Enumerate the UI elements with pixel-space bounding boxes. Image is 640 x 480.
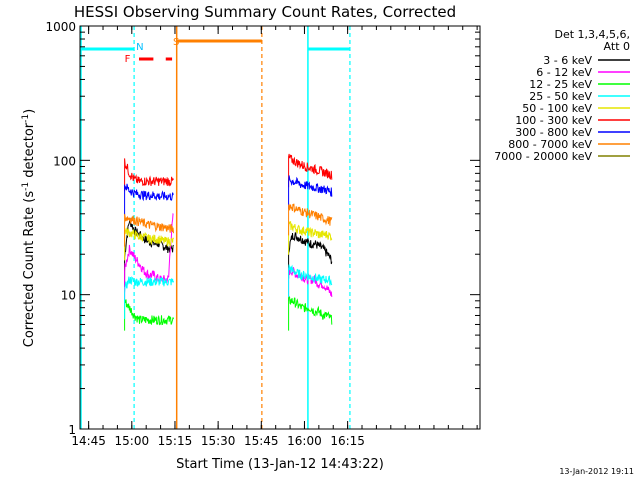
y-axis-label: Corrected Count Rate (s-1 detector-1) — [21, 109, 37, 347]
x-tick-label-2: 15:15 — [158, 434, 193, 448]
y-axis-label-part2: detector — [22, 122, 37, 182]
series-line-3-seg-1 — [288, 264, 333, 297]
y-axis-label-part3: ) — [22, 109, 37, 114]
x-tick-label-5: 16:00 — [287, 434, 322, 448]
y-axis-label-part1: Corrected Count Rate (s — [22, 191, 37, 348]
legend-label-4: 50 - 100 keV — [522, 102, 592, 115]
flag-label-s: S — [173, 37, 179, 48]
legend-label-7: 800 - 7000 keV — [508, 138, 592, 151]
x-tick-label-0: 14:45 — [71, 434, 106, 448]
y-tick-label-0: 1 — [68, 423, 76, 437]
series-line-4-seg-0 — [124, 227, 174, 261]
axes: 14:45 15:00 15:15 15:30 15:45 16:00 16:15 1 10 10… — [45, 20, 480, 448]
series-line-6-seg-1 — [288, 175, 333, 210]
x-tick-label-6: 16:15 — [330, 434, 365, 448]
footer-date: 13-Jan-2012 19:11 — [559, 467, 634, 476]
series-line-2-seg-0 — [124, 299, 174, 331]
x-axis-label: Start Time (13-Jan-12 14:43:22) — [176, 457, 384, 472]
legend-label-3: 25 - 50 keV — [529, 90, 592, 103]
series-line-7-seg-0 — [124, 213, 174, 247]
x-tick-label-3: 15:30 — [201, 434, 236, 448]
series-line-7-seg-1 — [288, 203, 333, 236]
legend-label-6: 300 - 800 keV — [515, 126, 592, 139]
y-axis-label-sup2: -1 — [21, 114, 31, 123]
legend-label-0: 3 - 6 keV — [543, 54, 592, 67]
legend-label-1: 6 - 12 keV — [536, 66, 592, 79]
legend-header-line2: Att 0 — [604, 40, 630, 53]
series-line-5-seg-0 — [124, 158, 174, 192]
x-tick-label-1: 15:00 — [115, 434, 150, 448]
series-line-4-seg-1 — [288, 220, 333, 255]
series-line-2-seg-1 — [288, 295, 333, 331]
y-tick-label-2: 100 — [53, 154, 76, 168]
flag-label-n: N — [136, 42, 143, 53]
legend-label-8: 7000 - 20000 keV — [494, 150, 592, 163]
series-line-6-seg-0 — [124, 183, 174, 216]
x-tick-label-4: 15:45 — [244, 434, 279, 448]
legend-label-2: 12 - 25 keV — [529, 78, 592, 91]
series-line-3-seg-0 — [124, 276, 174, 319]
flag-label-f: F — [125, 54, 131, 65]
plot-content: NF S — [80, 26, 351, 429]
series-line-0-seg-1 — [288, 232, 333, 279]
y-tick-label-1: 10 — [61, 289, 76, 303]
series-line-5-seg-1 — [288, 153, 333, 188]
y-axis-label-sup1: -1 — [21, 182, 31, 191]
y-tick-label-3: 1000 — [45, 20, 76, 34]
chart-title: HESSI Observing Summary Count Rates, Cor… — [74, 3, 456, 21]
plot-frame — [79, 25, 481, 430]
legend-label-5: 100 - 300 keV — [515, 114, 592, 127]
series-line-1-seg-1 — [288, 267, 333, 301]
legend-header-line1: Det 1,3,4,5,6, — [554, 28, 630, 41]
